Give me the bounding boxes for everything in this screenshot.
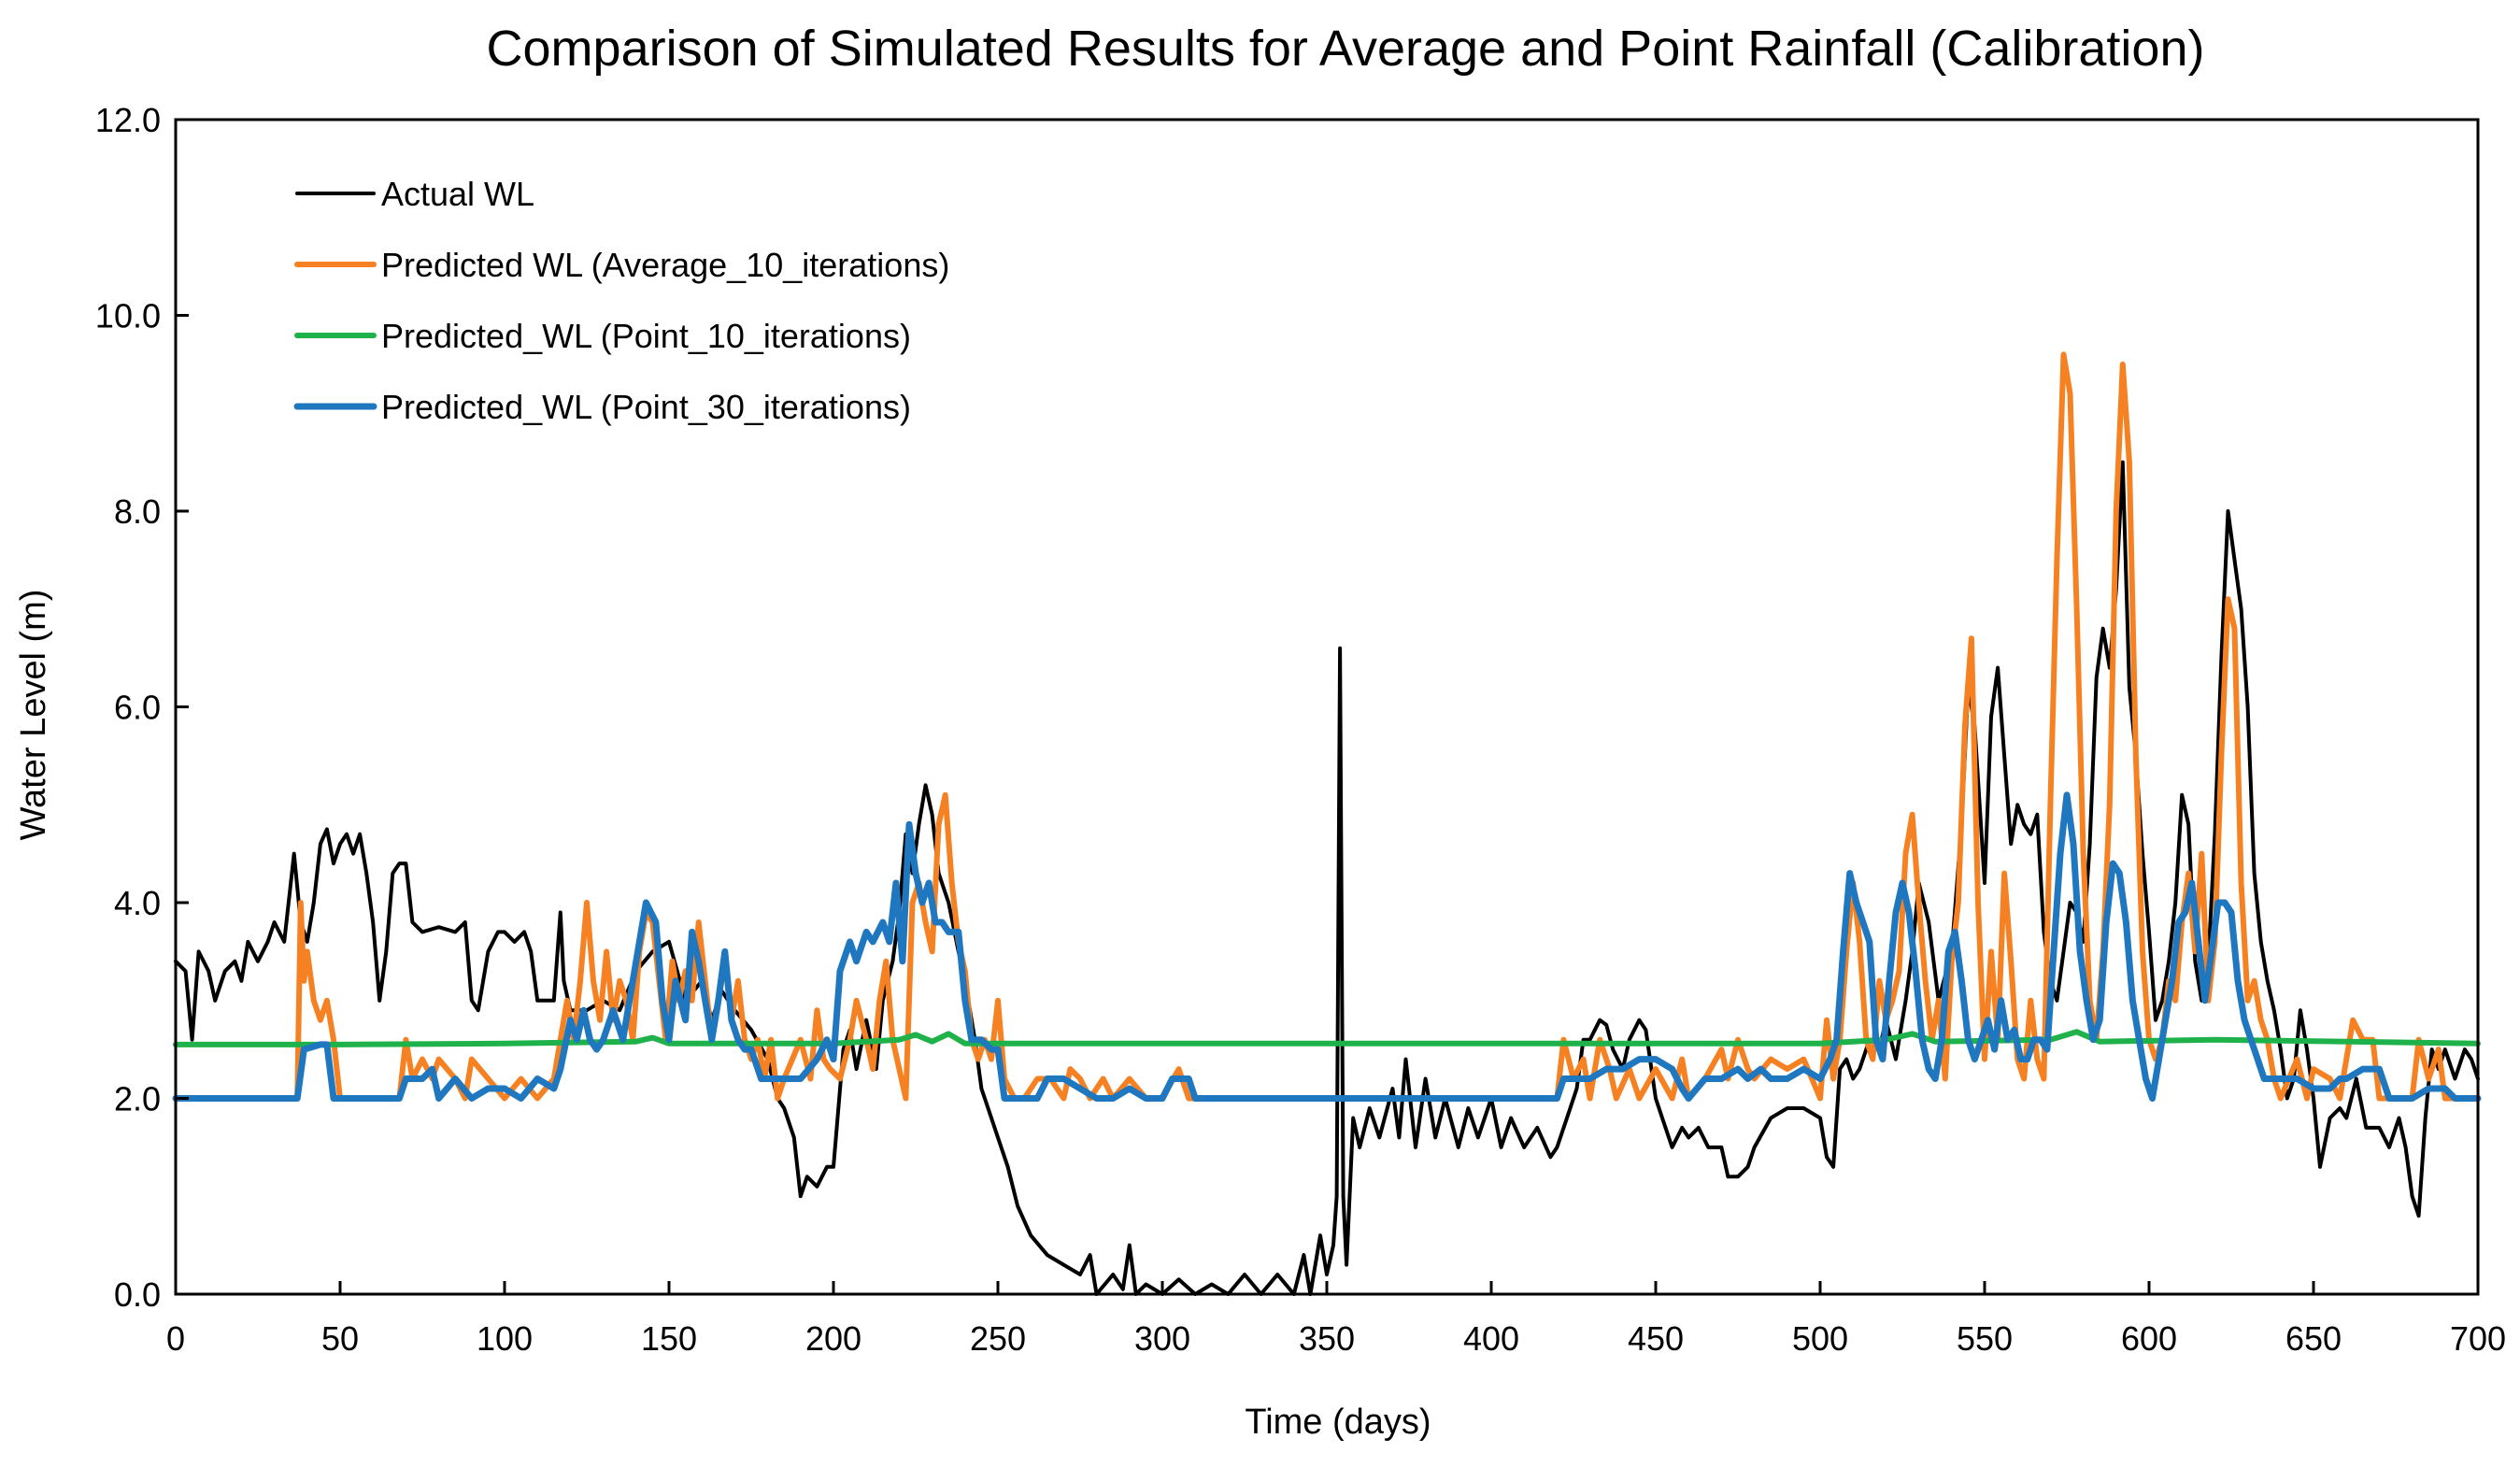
x-tick-label: 450	[1628, 1319, 1684, 1358]
x-tick-label: 50	[321, 1319, 359, 1358]
y-tick-label: 6.0	[114, 689, 161, 727]
x-tick-label: 200	[805, 1319, 861, 1358]
chart-title: Comparison of Simulated Results for Aver…	[487, 21, 2205, 77]
x-axis-label: Time (days)	[1245, 1403, 1431, 1442]
y-tick-label: 0.0	[114, 1275, 161, 1314]
legend-label: Predicted_WL (Point_10_iterations)	[381, 317, 911, 355]
x-tick-label: 600	[2121, 1319, 2177, 1358]
x-tick-label: 0	[166, 1319, 185, 1358]
series-line-4	[172, 791, 2482, 1102]
legend-label: Predicted WL (Average_10_iterations)	[381, 246, 949, 284]
x-axis: 0 50 100 150 200 250 300 350 400 450 500 550 600 650 7…	[166, 1281, 2506, 1358]
x-tick-label: 150	[641, 1319, 697, 1358]
series-line-1	[174, 460, 2480, 1296]
legend: Actual WL Predicted WL (Average_10_iterat…	[293, 175, 949, 426]
x-tick-label: 700	[2450, 1319, 2506, 1358]
x-tick-label: 250	[970, 1319, 1026, 1358]
y-tick-label: 4.0	[114, 884, 161, 922]
x-tick-label: 350	[1299, 1319, 1355, 1358]
plot-area	[172, 351, 2482, 1296]
y-axis: 0.0 2.0 4.0 6.0 8.0 10.0 12.0	[95, 101, 189, 1314]
x-tick-label: 500	[1792, 1319, 1848, 1358]
x-tick-label: 100	[477, 1319, 533, 1358]
x-tick-label: 400	[1463, 1319, 1519, 1358]
y-tick-label: 8.0	[114, 492, 161, 531]
legend-label: Actual WL	[381, 175, 534, 213]
x-tick-label: 550	[1957, 1319, 2013, 1358]
y-tick-label: 12.0	[95, 101, 161, 139]
legend-label: Predicted_WL (Point_30_iterations)	[381, 388, 911, 426]
y-axis-label: Water Level (m)	[14, 590, 53, 841]
series-line-3	[173, 1029, 2481, 1047]
x-tick-label: 300	[1134, 1319, 1190, 1358]
y-tick-label: 2.0	[114, 1080, 161, 1118]
y-tick-label: 10.0	[95, 297, 161, 335]
x-tick-label: 650	[2285, 1319, 2342, 1358]
